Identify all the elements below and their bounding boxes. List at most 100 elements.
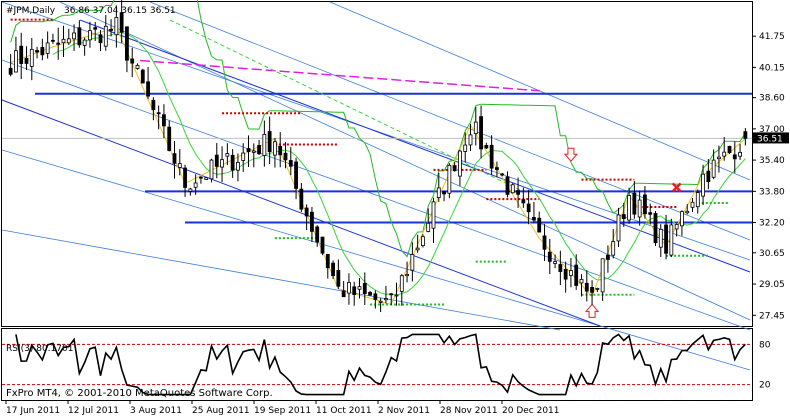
candle-body — [674, 223, 679, 230]
candle-body — [93, 27, 98, 30]
candle-body — [680, 211, 684, 227]
candle-body — [569, 270, 573, 276]
candle — [658, 224, 663, 258]
candle-body — [125, 26, 129, 61]
price-tick-label: 41.75 — [759, 32, 785, 42]
candle — [521, 187, 526, 208]
candle-body — [542, 235, 547, 250]
rsi-panel-frame — [1, 328, 753, 401]
candle — [701, 164, 705, 206]
candle-body — [230, 154, 235, 171]
candle-body — [727, 145, 732, 153]
candle — [77, 20, 82, 48]
candle — [431, 197, 436, 243]
candle — [669, 218, 674, 258]
candle-body — [103, 25, 108, 47]
candle — [241, 143, 246, 172]
candle — [93, 21, 98, 41]
candle-body — [56, 42, 61, 45]
candle-body — [241, 152, 246, 161]
candle-body — [294, 161, 298, 189]
candle — [88, 21, 92, 48]
candle-body — [722, 151, 727, 157]
candle — [119, 0, 124, 43]
time-tick-label: 3 Aug 2011 — [130, 406, 182, 416]
candle — [415, 234, 420, 253]
candle-body — [119, 12, 124, 33]
time-tick-label: 25 Aug 2011 — [192, 406, 250, 416]
candle — [727, 145, 732, 155]
candle-body — [72, 32, 76, 40]
candle-body — [331, 262, 335, 277]
candle-body — [373, 293, 378, 300]
candle — [389, 292, 394, 306]
rsi-line — [15, 333, 746, 396]
candle-body — [389, 293, 394, 296]
candle-body — [341, 290, 346, 298]
candle-body — [590, 287, 594, 293]
candle-body — [627, 195, 631, 221]
candle-body — [135, 65, 140, 69]
candle-body — [368, 292, 372, 296]
candle-body — [637, 199, 642, 218]
channel-line — [1, 59, 751, 331]
candle — [399, 274, 404, 306]
time-axis: 17 Jun 2011 12 Jul 2011 3 Aug 2011 25 Aug 2… — [5, 400, 560, 416]
candle-body — [706, 170, 711, 182]
trend-channel-upper — [79, 19, 751, 273]
candle-body — [537, 217, 542, 233]
candle-body — [532, 217, 536, 221]
candle-body — [579, 278, 584, 284]
candle — [384, 285, 388, 304]
rsi-tick-label: 20 — [759, 381, 771, 391]
candle-body — [426, 222, 431, 232]
candle — [246, 135, 251, 168]
candle — [82, 37, 87, 56]
candle — [278, 132, 283, 168]
candle-body — [156, 112, 161, 115]
candle — [183, 164, 187, 197]
candle-body — [669, 224, 674, 256]
cross-signal-icon — [671, 182, 682, 193]
candle — [410, 242, 415, 282]
candle — [29, 37, 34, 81]
candle — [553, 254, 557, 269]
candle-body — [236, 162, 240, 171]
moving-average-line — [52, 32, 746, 296]
buy-arrow-icon — [584, 303, 600, 318]
candle-body — [251, 150, 256, 153]
channel-line — [329, 1, 751, 181]
price-axis: 41.75 40.15 38.60 37.00 35.40 33.80 32.20 30.65… — [752, 32, 785, 321]
candle — [569, 257, 573, 288]
candle-body — [98, 34, 103, 44]
candle — [130, 47, 135, 78]
candle — [405, 261, 409, 283]
candlestick-series[interactable] — [8, 0, 748, 313]
trend-channel-lower — [1, 99, 601, 327]
candle-body — [563, 269, 568, 280]
candle — [56, 27, 61, 60]
candle-body — [442, 191, 446, 195]
candle — [325, 253, 330, 279]
candle — [373, 290, 378, 309]
candle — [61, 25, 66, 58]
candle — [563, 261, 568, 293]
candle-body — [114, 17, 119, 36]
candle — [140, 68, 145, 84]
candle-body — [717, 156, 721, 160]
candle — [40, 38, 45, 61]
candle-body — [495, 167, 499, 170]
candle — [717, 145, 721, 173]
candle-body — [553, 261, 557, 264]
candle — [632, 181, 637, 219]
candle-body — [415, 247, 420, 251]
candle-body — [167, 126, 172, 151]
candle-body — [130, 58, 135, 64]
candle-body — [436, 187, 441, 198]
channel-line — [1, 149, 751, 371]
candle — [352, 281, 357, 306]
candle — [558, 250, 563, 286]
candle — [225, 143, 230, 166]
price-tick-label: 40.15 — [759, 63, 785, 73]
